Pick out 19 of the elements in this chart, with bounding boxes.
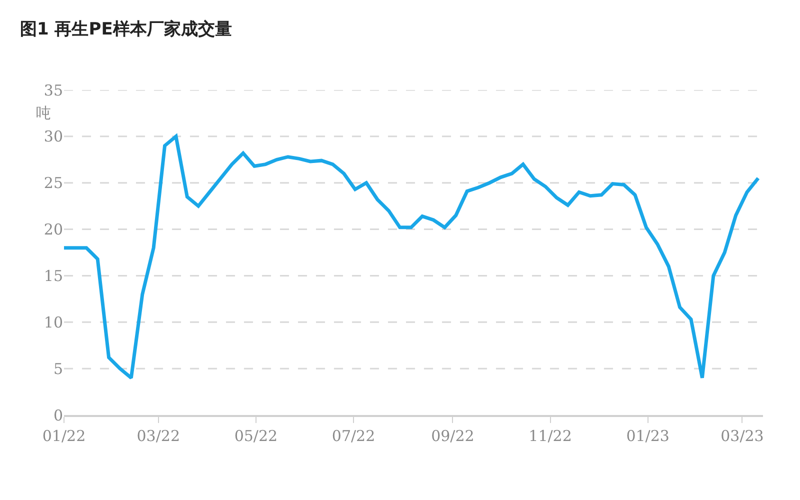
x-tick-label: 03/22	[136, 427, 180, 445]
y-tick-label: 15	[44, 266, 63, 285]
y-axis-title: 吨	[36, 104, 51, 122]
x-tick-label: 01/22	[42, 427, 86, 445]
x-tick-label: 11/22	[528, 427, 572, 445]
y-tick-label: 10	[44, 313, 63, 332]
y-tick-label: 20	[44, 220, 63, 239]
chart-title: 图1 再生PE样本厂家成交量	[20, 19, 232, 40]
y-tick-label: 0	[53, 406, 63, 424]
x-tick-label: 07/22	[332, 427, 376, 445]
x-tick-label: 01/23	[626, 427, 670, 445]
x-tick-label: 05/22	[234, 427, 278, 445]
x-tick-label: 09/22	[431, 427, 474, 445]
line-series	[64, 134, 760, 380]
x-tick-label: 03/23	[720, 427, 764, 445]
y-tick-label: 5	[53, 360, 63, 378]
y-tick-label: 35	[44, 81, 63, 100]
y-tick-label: 25	[44, 174, 63, 192]
y-tick-label: 30	[44, 128, 63, 146]
